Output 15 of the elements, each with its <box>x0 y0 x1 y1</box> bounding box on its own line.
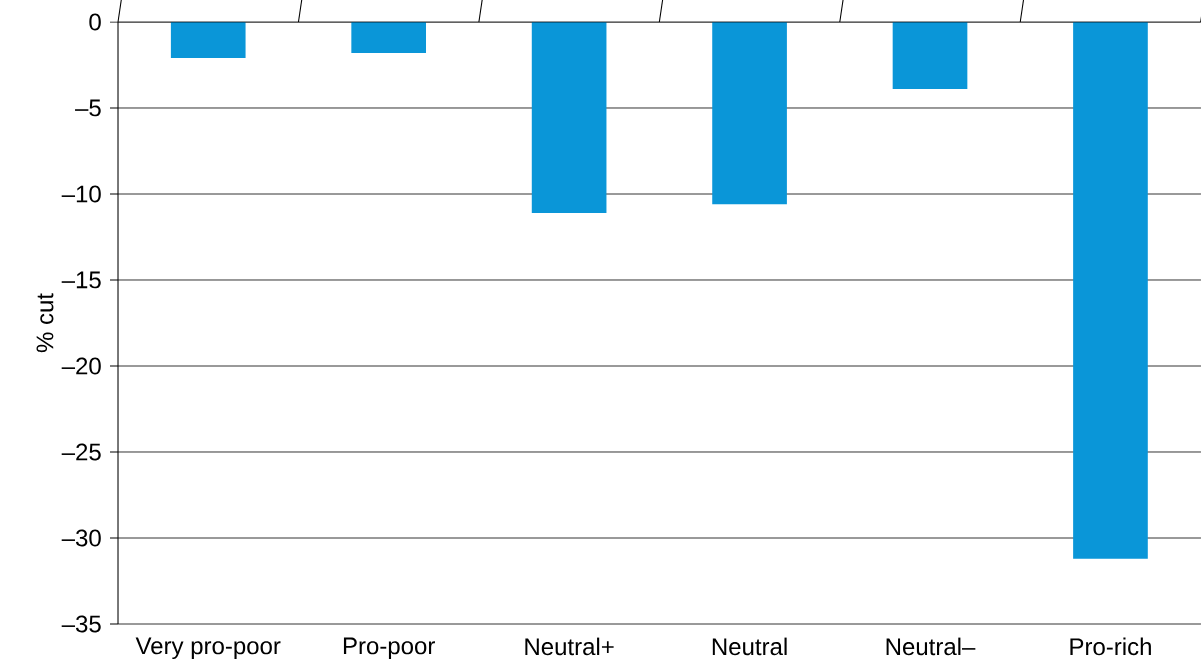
y-tick-label: –35 <box>61 615 101 633</box>
y-tick-label: –30 <box>61 529 101 547</box>
y-tick-label: –5 <box>75 99 101 117</box>
x-tick-label: Very pro-poor <box>135 637 281 660</box>
x-tick-label: Pro-poor <box>343 637 435 660</box>
y-tick-label: –25 <box>61 443 101 461</box>
x-tick-label: Pro-rich <box>1070 637 1151 656</box>
y-tick-label: –15 <box>61 271 101 289</box>
y-tick-label: 0 <box>89 13 101 31</box>
x-tick-label: Neutral <box>712 637 787 656</box>
x-tick-label: Neutral– <box>886 637 976 656</box>
y-axis-title: % cut <box>36 293 54 353</box>
x-tick-label: Neutral+ <box>525 637 614 656</box>
y-tick-label: –10 <box>61 185 101 203</box>
y-tick-label: –20 <box>61 357 101 375</box>
